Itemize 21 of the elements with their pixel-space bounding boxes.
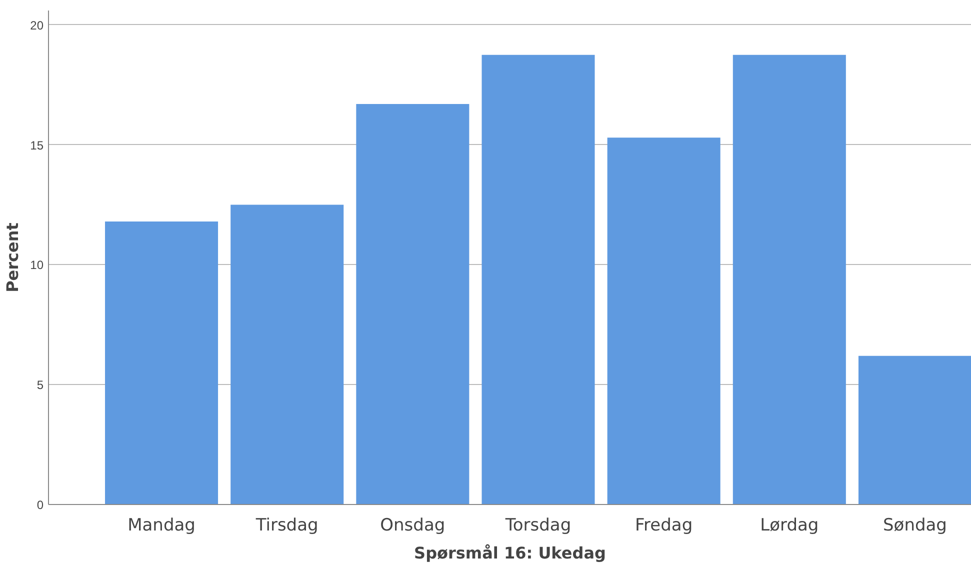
bar: [230, 204, 344, 504]
x-tick-label: Tirsdag: [254, 516, 318, 536]
x-tick-label: Onsdag: [380, 516, 446, 536]
x-tick-label: Mandag: [128, 516, 196, 536]
bar: [105, 222, 218, 504]
x-tick-label: Torsdag: [504, 516, 572, 536]
bar: [607, 138, 720, 504]
bar: [732, 54, 846, 504]
x-tick-label: Fredag: [635, 516, 693, 536]
x-axis-title: Spørsmål 16: Ukedag: [414, 544, 606, 562]
bar: [858, 356, 971, 504]
y-tick-label: 10: [30, 258, 44, 272]
x-tick-label: Lørdag: [760, 516, 819, 536]
x-tick-label: Søndag: [883, 516, 947, 536]
y-tick-label: 0: [36, 498, 44, 512]
bar: [482, 54, 595, 504]
y-axis-title: Percent: [3, 222, 22, 292]
y-tick-label: 20: [30, 18, 44, 32]
bar: [356, 104, 470, 504]
y-tick-label: 5: [36, 378, 44, 392]
y-tick-label: 15: [30, 138, 44, 152]
